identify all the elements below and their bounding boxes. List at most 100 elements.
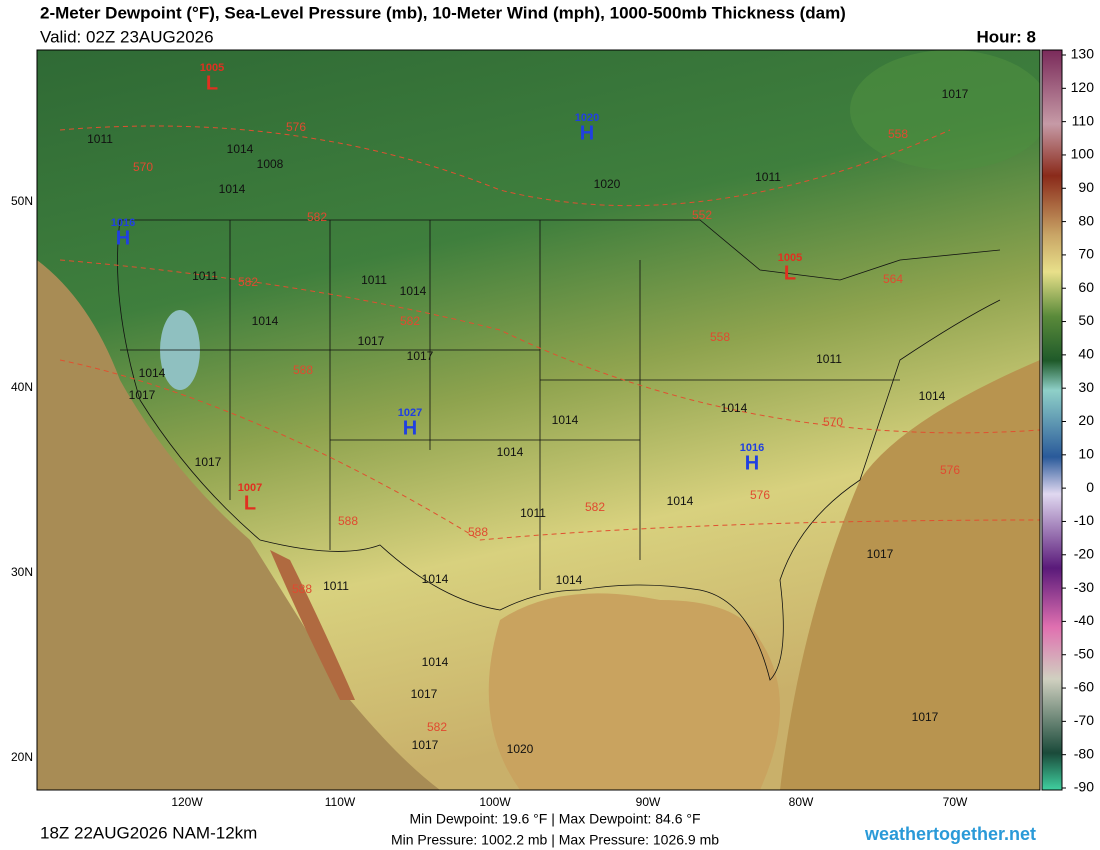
model-run: 18Z 22AUG2026 NAM-12km xyxy=(40,823,257,842)
colorbar-tick-label: 50 xyxy=(1078,312,1094,328)
colorbar-tick-label: 60 xyxy=(1078,279,1094,295)
map-frame xyxy=(36,49,1041,791)
pressure-center-letter: L xyxy=(244,492,256,514)
thickness-line xyxy=(59,125,951,207)
pressure-center-value: 1016 xyxy=(740,442,764,454)
isobar-label: 1014 xyxy=(497,445,524,459)
gulf-of-mexico xyxy=(488,593,780,790)
isobar-label: 1011 xyxy=(816,352,842,366)
thickness-label: 558 xyxy=(710,330,730,344)
borders xyxy=(117,219,1001,681)
isobar-label: 1014 xyxy=(721,401,748,415)
colorbar-tick-label: 20 xyxy=(1078,412,1094,428)
isobar-label: 1017 xyxy=(407,349,434,363)
isobar-label: 1011 xyxy=(755,170,781,184)
isobar-label: 1017 xyxy=(912,710,939,724)
colorbar-tick-label: 10 xyxy=(1078,446,1094,462)
colorbar-tick-label: -10 xyxy=(1074,512,1094,528)
isobar-label: 1017 xyxy=(867,547,894,561)
isobar-label: 1008 xyxy=(257,157,284,171)
thickness-label: 576 xyxy=(286,120,306,134)
map: 1005L1020H1016H1005L1027H1016H1007L10171… xyxy=(37,50,1040,790)
isobar-label: 1017 xyxy=(411,687,438,701)
colorbar-tick-label: -60 xyxy=(1074,679,1094,695)
isobar-label: 1017 xyxy=(195,455,222,469)
thickness-label: 570 xyxy=(133,160,153,174)
isobar-label: 1011 xyxy=(87,132,113,146)
thickness-label: 582 xyxy=(307,210,327,224)
pressure-center-value: 1016 xyxy=(111,217,135,229)
isobar-label: 1011 xyxy=(323,579,349,593)
colorbar-tick-label: 100 xyxy=(1071,146,1095,162)
thickness-label: 576 xyxy=(750,488,770,502)
isobar-label: 1017 xyxy=(358,334,385,348)
thickness-label: 582 xyxy=(427,720,447,734)
isobar-label: 1020 xyxy=(507,742,534,756)
colorbar-tick-label: 90 xyxy=(1078,179,1094,195)
lat-label: 20N xyxy=(11,750,33,764)
thickness-label: 588 xyxy=(292,582,312,596)
thickness-label: 582 xyxy=(238,275,258,289)
gulf-of-california xyxy=(270,550,355,700)
colorbar-tick-label: 40 xyxy=(1078,346,1094,362)
isobar-label: 1011 xyxy=(520,506,546,520)
pacific xyxy=(37,260,440,790)
thickness-line xyxy=(59,359,1040,541)
lon-label: 80W xyxy=(789,795,814,809)
pressure-center-value: 1027 xyxy=(398,407,422,419)
isobar-label: 1014 xyxy=(919,389,946,403)
isobar-label: 1014 xyxy=(422,572,449,586)
lon-label: 90W xyxy=(636,795,661,809)
atlantic xyxy=(780,360,1040,790)
thickness-label: 582 xyxy=(585,500,605,514)
lat-label: 30N xyxy=(11,565,33,579)
isobar-label: 1020 xyxy=(594,177,621,191)
pressure-center-value: 1005 xyxy=(200,62,224,74)
colorbar-tick-label: 110 xyxy=(1072,112,1095,128)
thickness-label: 570 xyxy=(823,415,843,429)
isobar-label: 1011 xyxy=(361,273,387,287)
lat-label: 40N xyxy=(11,380,33,394)
colorbar-tick-label: -40 xyxy=(1074,612,1094,628)
isobar-label: 1017 xyxy=(942,87,969,101)
title: 2-Meter Dewpoint (°F), Sea-Level Pressur… xyxy=(40,3,846,22)
lon-label: 70W xyxy=(943,795,968,809)
thickness-label: 576 xyxy=(940,463,960,477)
colorbar-tick-label: 130 xyxy=(1071,46,1095,62)
isobar-label: 1014 xyxy=(667,494,694,508)
colorbar-tick-label: -50 xyxy=(1074,645,1094,661)
isobar-label: 1017 xyxy=(129,388,156,402)
thickness-label: 582 xyxy=(400,314,420,328)
pressure-center-letter: L xyxy=(206,72,218,94)
lon-label: 100W xyxy=(479,795,511,809)
isobar-label: 1014 xyxy=(252,314,279,328)
isobar-label: 1014 xyxy=(556,573,583,587)
pressure-center-letter: H xyxy=(403,417,417,439)
colorbar-tick-label: 70 xyxy=(1078,246,1094,262)
colorbar-tick-label: -20 xyxy=(1074,545,1094,561)
colorbar-tick-label: 30 xyxy=(1078,379,1094,395)
site-link[interactable]: weathertogether.net xyxy=(864,824,1036,844)
lon-label: 120W xyxy=(171,795,203,809)
thickness-label: 552 xyxy=(692,208,712,222)
lon-label: 110W xyxy=(325,795,356,809)
colorbar-tick-label: -90 xyxy=(1074,779,1094,795)
moist-area xyxy=(850,50,1040,170)
isobar-label: 1014 xyxy=(139,366,166,380)
isobar-label: 1014 xyxy=(422,655,449,669)
isobar-label: 1011 xyxy=(192,269,218,283)
colorbar-tick-label: -80 xyxy=(1074,745,1094,761)
thickness-label: 588 xyxy=(468,525,488,539)
isobar-label: 1017 xyxy=(412,738,439,752)
thickness-label: 564 xyxy=(883,272,903,286)
isobar-label: 1014 xyxy=(400,284,427,298)
lat-label: 50N xyxy=(11,194,33,208)
isobar-label: 1014 xyxy=(552,413,579,427)
thickness-label: 588 xyxy=(293,363,313,377)
isobar-label: 1014 xyxy=(227,142,254,156)
forecast-hour: Hour: 8 xyxy=(977,27,1037,46)
pressure-center-letter: H xyxy=(580,122,594,144)
pressure-center-letter: L xyxy=(784,262,796,284)
colorbar-tick-label: -30 xyxy=(1074,579,1094,595)
